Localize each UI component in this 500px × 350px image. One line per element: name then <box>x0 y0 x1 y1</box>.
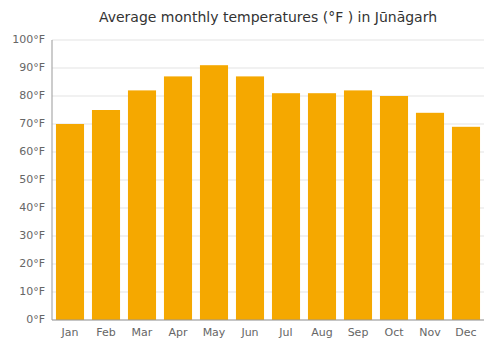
bar <box>200 65 228 320</box>
x-tick-label: Aug <box>311 326 332 339</box>
y-tick-label: 50°F <box>19 173 45 186</box>
bar <box>272 93 300 320</box>
grid-line <box>52 68 484 69</box>
bar <box>344 90 372 320</box>
x-tick-label: Oct <box>384 326 404 339</box>
grid-line <box>52 40 484 41</box>
bar <box>128 90 156 320</box>
bars <box>56 65 480 320</box>
x-tick-label: Nov <box>419 326 441 339</box>
x-axis-line <box>52 320 484 321</box>
bar <box>416 113 444 320</box>
y-tick-label: 30°F <box>19 229 45 242</box>
y-grid <box>52 40 484 320</box>
y-tick-label: 10°F <box>19 285 45 298</box>
x-tick-label: Jul <box>278 326 292 339</box>
y-tick-label: 20°F <box>19 257 45 270</box>
bar <box>380 96 408 320</box>
y-axis-line <box>52 40 53 320</box>
grid-line <box>52 96 484 97</box>
x-tick-label: Dec <box>455 326 476 339</box>
y-tick-label: 90°F <box>19 61 45 74</box>
y-tick-label: 80°F <box>19 89 45 102</box>
bar <box>452 127 480 320</box>
y-tick-label: 40°F <box>19 201 45 214</box>
chart-title: Average monthly temperatures (°F ) in Jū… <box>99 9 437 25</box>
x-tick-label: Jun <box>240 326 258 339</box>
y-tick-label: 70°F <box>19 117 45 130</box>
x-tick-label: Mar <box>132 326 153 339</box>
bar <box>308 93 336 320</box>
chart-container: 0°F 10°F 20°F 30°F 40°F 50°F 60°F 70°F 80°F 90°F 1… <box>0 0 500 350</box>
x-tick-label: Sep <box>348 326 369 339</box>
x-tick-label: Apr <box>168 326 188 339</box>
bar <box>92 110 120 320</box>
chart-svg: 0°F 10°F 20°F 30°F 40°F 50°F 60°F 70°F 80°F 90°F 1… <box>0 0 500 350</box>
bar <box>164 76 192 320</box>
x-tick-label: May <box>203 326 226 339</box>
x-tick-label: Feb <box>96 326 115 339</box>
y-axis-ticks: 0°F 10°F 20°F 30°F 40°F 50°F 60°F 70°F 80°F 90°F 1… <box>12 33 45 326</box>
grid-line <box>52 320 484 321</box>
y-tick-label: 0°F <box>26 313 45 326</box>
bar <box>56 124 84 320</box>
y-tick-label: 60°F <box>19 145 45 158</box>
x-tick-label: Jan <box>61 326 79 339</box>
bar <box>236 76 264 320</box>
x-axis-ticks: Jan Feb Mar Apr May Jun Jul Aug Sep Oct Nov Dec <box>61 326 477 339</box>
y-tick-label: 100°F <box>12 33 45 46</box>
